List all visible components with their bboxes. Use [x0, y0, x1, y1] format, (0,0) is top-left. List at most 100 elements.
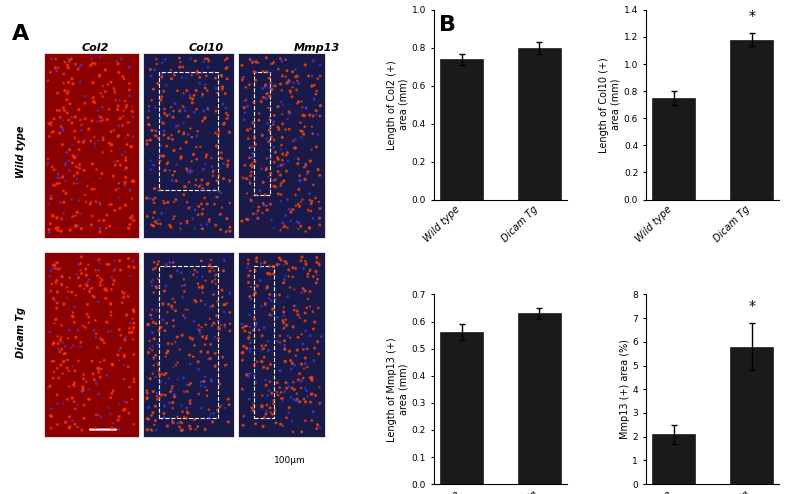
Point: [91, 165, 103, 173]
Point: [209, 272, 221, 280]
Text: Mmp13: Mmp13: [294, 43, 341, 53]
Point: [66, 141, 79, 149]
Point: [170, 177, 183, 185]
Point: [150, 373, 162, 381]
Point: [279, 357, 292, 365]
Point: [202, 406, 215, 413]
Point: [147, 196, 160, 204]
Point: [87, 370, 99, 378]
Point: [219, 404, 231, 412]
Point: [275, 86, 288, 94]
Point: [76, 384, 89, 392]
Point: [61, 364, 73, 372]
Point: [211, 177, 224, 185]
Bar: [652, 434, 695, 484]
Point: [188, 415, 201, 423]
Point: [176, 419, 188, 427]
Point: [252, 206, 264, 214]
Point: [194, 221, 207, 229]
Point: [300, 104, 312, 112]
Point: [160, 379, 172, 387]
Point: [51, 364, 64, 372]
Point: [183, 204, 195, 212]
Point: [210, 271, 223, 279]
Point: [212, 317, 224, 325]
Point: [215, 189, 227, 197]
Point: [271, 388, 283, 396]
Point: [301, 304, 313, 312]
Point: [72, 274, 85, 282]
Point: [88, 133, 101, 141]
Point: [105, 274, 118, 282]
Point: [272, 124, 284, 131]
Point: [272, 190, 285, 198]
Point: [124, 329, 136, 336]
Point: [146, 306, 158, 314]
Point: [286, 359, 298, 367]
Point: [257, 84, 269, 92]
Point: [281, 67, 294, 75]
Point: [260, 165, 273, 172]
Point: [48, 357, 61, 365]
Point: [312, 304, 324, 312]
Point: [87, 98, 100, 106]
Point: [89, 142, 102, 150]
Point: [184, 400, 197, 408]
Point: [142, 121, 155, 129]
Point: [275, 256, 287, 264]
Point: [249, 267, 262, 275]
Point: [144, 311, 157, 319]
Point: [45, 129, 57, 137]
Point: [241, 190, 253, 198]
Point: [61, 61, 74, 69]
Point: [270, 419, 283, 427]
Point: [61, 96, 73, 104]
Point: [165, 302, 178, 310]
Point: [101, 116, 113, 124]
Point: [155, 142, 168, 150]
Point: [149, 132, 161, 140]
Point: [196, 117, 209, 125]
Point: [295, 360, 308, 368]
Point: [78, 414, 91, 422]
Point: [67, 381, 79, 389]
Point: [305, 375, 318, 383]
Point: [199, 425, 212, 433]
Point: [77, 383, 90, 391]
Point: [263, 294, 275, 302]
Point: [257, 93, 270, 101]
Point: [61, 356, 74, 364]
Point: [164, 221, 176, 229]
Point: [56, 141, 68, 149]
Point: [200, 321, 212, 329]
Point: [71, 208, 83, 216]
Point: [242, 372, 255, 380]
Point: [260, 407, 272, 415]
Point: [301, 387, 313, 395]
Point: [119, 178, 131, 186]
Point: [83, 319, 95, 327]
Point: [215, 164, 227, 172]
Point: [154, 324, 167, 331]
Point: [242, 135, 254, 143]
Point: [279, 358, 291, 366]
Point: [283, 347, 296, 355]
Point: [272, 65, 285, 73]
Point: [213, 211, 226, 219]
Point: [153, 327, 165, 335]
Point: [168, 69, 180, 77]
Point: [305, 207, 317, 215]
Point: [116, 299, 128, 307]
Point: [180, 165, 193, 173]
Point: [216, 83, 229, 91]
Point: [109, 206, 121, 214]
Point: [253, 109, 265, 117]
Point: [77, 138, 90, 146]
Point: [308, 95, 320, 103]
Point: [45, 195, 57, 203]
Point: [194, 182, 206, 190]
Point: [286, 384, 298, 392]
Point: [222, 418, 235, 426]
Point: [181, 198, 194, 206]
Point: [250, 191, 263, 199]
